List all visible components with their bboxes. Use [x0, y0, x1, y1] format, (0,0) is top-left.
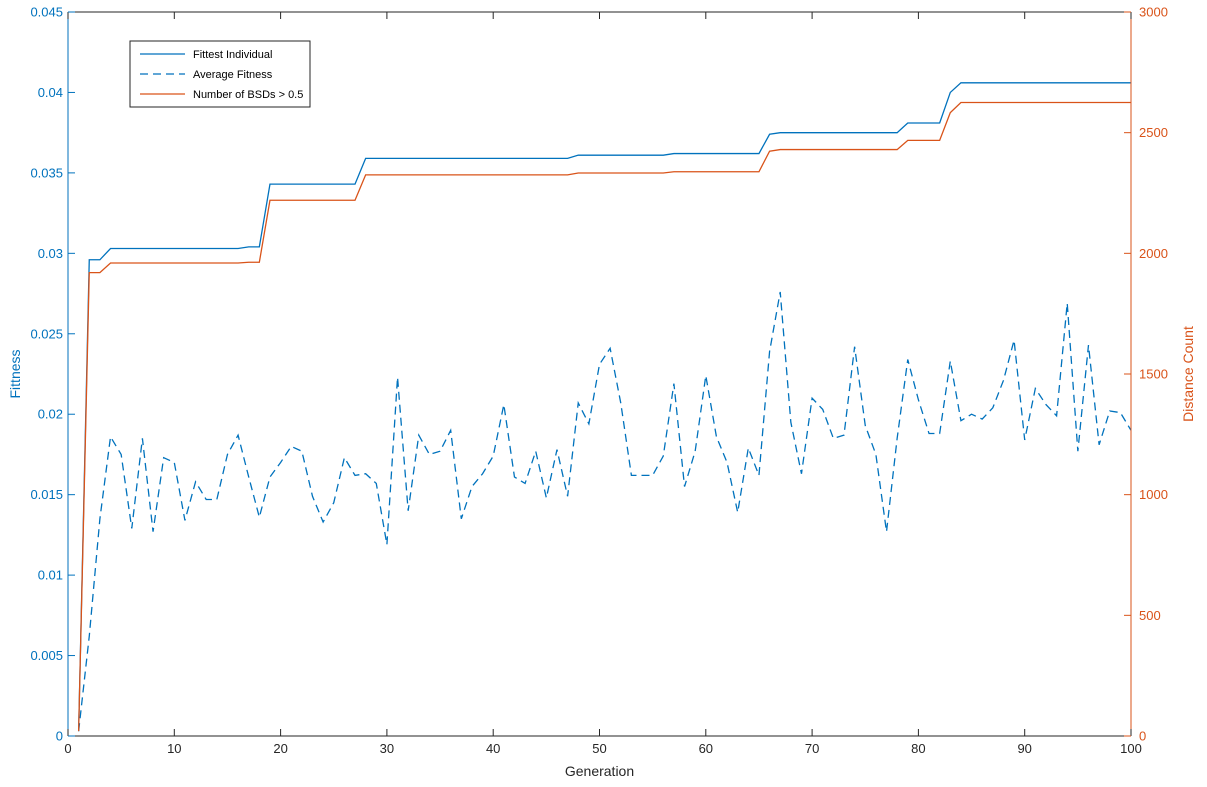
x-tick-label: 90	[1017, 741, 1031, 756]
x-tick-label: 60	[699, 741, 713, 756]
y-left-tick-label: 0.035	[30, 165, 63, 180]
series-line-2	[77, 101, 1131, 732]
axes: 0 10 20 30 40 50 60 70 80 90 10000.0050.010.0150.0…	[30, 5, 1167, 757]
y-left-tick-label: 0	[56, 729, 63, 744]
plot-lines	[77, 82, 1132, 732]
y-right-tick-label: 1000	[1139, 487, 1168, 502]
x-tick-label: 0	[64, 741, 71, 756]
y-left-tick-label: 0.01	[38, 568, 63, 583]
y-right-tick-label: 2500	[1139, 125, 1168, 140]
y-left-tick-label: 0.025	[30, 326, 63, 341]
x-tick-label: 40	[486, 741, 500, 756]
x-tick-label: 70	[805, 741, 819, 756]
y-right-tick-label: 3000	[1139, 5, 1168, 20]
y-left-tick-label: 0.045	[30, 5, 63, 20]
y-left-tick-label: 0.005	[30, 648, 63, 663]
y-left-tick-label: 0.015	[30, 487, 63, 502]
x-tick-label: 30	[380, 741, 394, 756]
y-left-tick-label: 0.04	[38, 85, 63, 100]
legend: Fittest Individual Average Fitness Number …	[129, 40, 311, 108]
y-right-tick-label: 500	[1139, 608, 1161, 623]
x-tick-label: 20	[273, 741, 287, 756]
y-right-tick-label: 2000	[1139, 246, 1168, 261]
x-tick-label: 80	[911, 741, 925, 756]
y-left-tick-label: 0.02	[38, 407, 63, 422]
y-right-tick-label: 1500	[1139, 367, 1168, 382]
y-left-tick-label: 0.03	[38, 246, 63, 261]
y-axis-right-label: Distance Count	[1180, 326, 1196, 422]
legend-label-0: Fittest Individual	[193, 49, 272, 61]
y-right-tick-label: 0	[1139, 729, 1146, 744]
series-line-0	[77, 82, 1131, 732]
legend-label-2: Number of BSDs > 0.5	[193, 89, 303, 101]
x-tick-label: 50	[592, 741, 606, 756]
legend-label-1: Average Fitness	[193, 69, 273, 81]
series-line-1	[77, 291, 1132, 732]
x-tick-label: 100	[1120, 741, 1142, 756]
x-axis-label: Generation	[565, 763, 634, 779]
x-tick-label: 10	[167, 741, 181, 756]
y-axis-left-label: Fittness	[7, 349, 23, 398]
